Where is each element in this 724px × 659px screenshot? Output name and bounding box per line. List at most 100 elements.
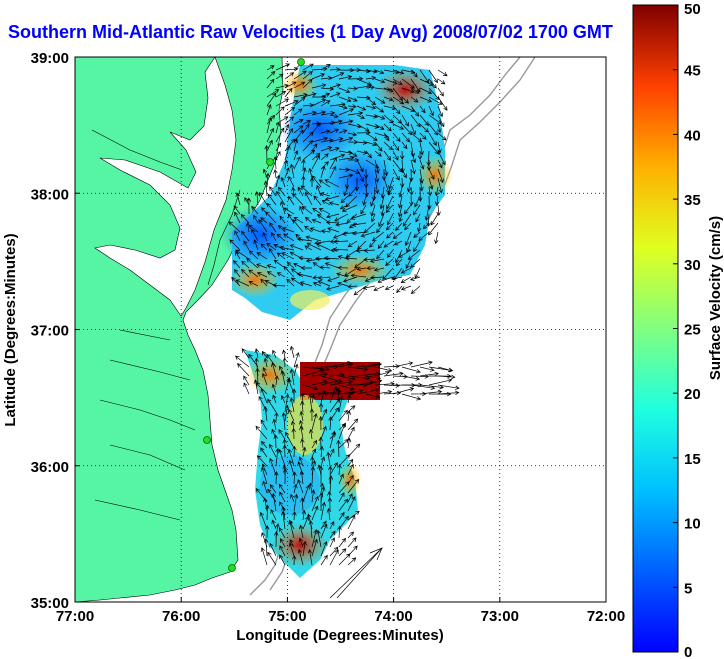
velocity-vector: [326, 451, 331, 467]
velocity-vector: [338, 87, 351, 94]
velocity-vector: [356, 266, 367, 272]
velocity-vector: [373, 285, 385, 292]
velocity-vector: [333, 231, 349, 239]
velocity-vector: [428, 177, 434, 190]
velocity-vector: [437, 105, 444, 118]
velocity-vector: [266, 78, 275, 89]
velocity-vector: [356, 140, 368, 145]
velocity-vector: [291, 427, 296, 440]
velocity-vector: [235, 279, 250, 287]
velocity-vector: [234, 211, 241, 224]
velocity-vector: [300, 265, 312, 271]
velocity-vector: [289, 539, 295, 548]
velocity-vector: [437, 159, 443, 169]
velocity-vector: [369, 240, 376, 248]
velocity-vector: [347, 111, 364, 116]
velocity-vector: [437, 141, 442, 154]
reference-arrow: [329, 547, 383, 599]
x-tick-label: 72:00: [587, 608, 625, 625]
velocity-vector: [308, 520, 314, 539]
velocity-vector: [266, 70, 276, 80]
velocity-vector: [419, 159, 425, 170]
velocity-vector: [293, 156, 301, 170]
y-tick-label: 36:00: [31, 459, 69, 476]
velocity-vector: [319, 445, 324, 458]
velocity-vector: [291, 388, 297, 404]
velocity-vector: [320, 389, 326, 404]
velocity-vector: [374, 114, 386, 120]
velocity-vector: [338, 515, 349, 530]
velocity-vector: [393, 240, 403, 246]
velocity-vector: [292, 555, 297, 566]
velocity-vector: [336, 439, 341, 458]
velocity-vector: [365, 132, 378, 141]
velocity-vector: [275, 90, 287, 98]
velocity-vector: [281, 412, 286, 431]
velocity-vector: [378, 213, 385, 228]
velocity-vector: [338, 492, 345, 503]
velocity-vector: [329, 83, 341, 89]
velocity-vector: [430, 213, 439, 226]
velocity-vector: [392, 387, 415, 395]
velocity-vector: [324, 262, 340, 269]
velocity-vector: [320, 146, 333, 152]
velocity-vector: [311, 495, 319, 512]
velocity-vector: [271, 362, 277, 377]
velocity-vector: [338, 108, 354, 116]
velocity-vector: [329, 360, 352, 368]
velocity-vector: [266, 139, 273, 152]
velocity-vector: [256, 252, 268, 260]
velocity-vector: [282, 444, 287, 458]
velocity-vector: [357, 240, 367, 250]
velocity-vector: [284, 123, 290, 134]
velocity-vector: [231, 276, 241, 287]
velocity-vector: [320, 165, 326, 179]
velocity-vector: [392, 78, 403, 85]
velocity-vector: [329, 448, 335, 458]
velocity-vector: [337, 265, 349, 271]
velocity-vector: [409, 195, 414, 207]
velocity-vector: [401, 78, 415, 89]
velocity-vector: [293, 493, 299, 512]
velocity-vector: [329, 72, 345, 80]
velocity-vector: [320, 64, 331, 71]
velocity-vector: [283, 207, 295, 215]
velocity-vector: [398, 213, 403, 223]
velocity-vector: [329, 165, 337, 179]
velocity-vector: [324, 179, 340, 188]
velocity-vector: [374, 381, 395, 386]
velocity-vector: [302, 368, 325, 377]
velocity-vector: [385, 222, 394, 231]
velocity-vector: [302, 484, 310, 503]
velocity-vector: [383, 150, 391, 161]
velocity-vector: [260, 278, 268, 287]
velocity-vector: [338, 473, 344, 485]
velocity-vector: [311, 122, 321, 134]
velocity-vector: [351, 231, 367, 236]
velocity-vector: [410, 150, 417, 164]
velocity-vector: [318, 436, 324, 449]
velocity-vector: [365, 141, 377, 147]
velocity-vector: [300, 497, 305, 512]
velocity-vector: [302, 63, 314, 71]
velocity-vector: [311, 218, 322, 224]
velocity-vector: [293, 125, 304, 134]
velocity-vector: [282, 468, 288, 485]
velocity-vector: [305, 258, 322, 263]
velocity-vector: [336, 387, 341, 404]
y-tick-label: 35:00: [31, 595, 69, 612]
velocity-vector: [318, 492, 324, 512]
chesapeake-bay: [94, 57, 237, 317]
velocity-vector: [302, 110, 317, 116]
velocity-vector: [260, 419, 268, 431]
velocity-vector: [284, 116, 295, 125]
velocity-vector: [428, 378, 453, 386]
velocity-vector: [401, 393, 422, 401]
velocity-vector: [383, 240, 394, 248]
velocity-vector: [437, 69, 448, 77]
velocity-vector: [269, 222, 277, 233]
velocity-vector: [347, 426, 355, 440]
velocity-vector: [392, 123, 405, 130]
velocity-vector: [256, 272, 268, 278]
velocity-vector: [240, 268, 250, 278]
